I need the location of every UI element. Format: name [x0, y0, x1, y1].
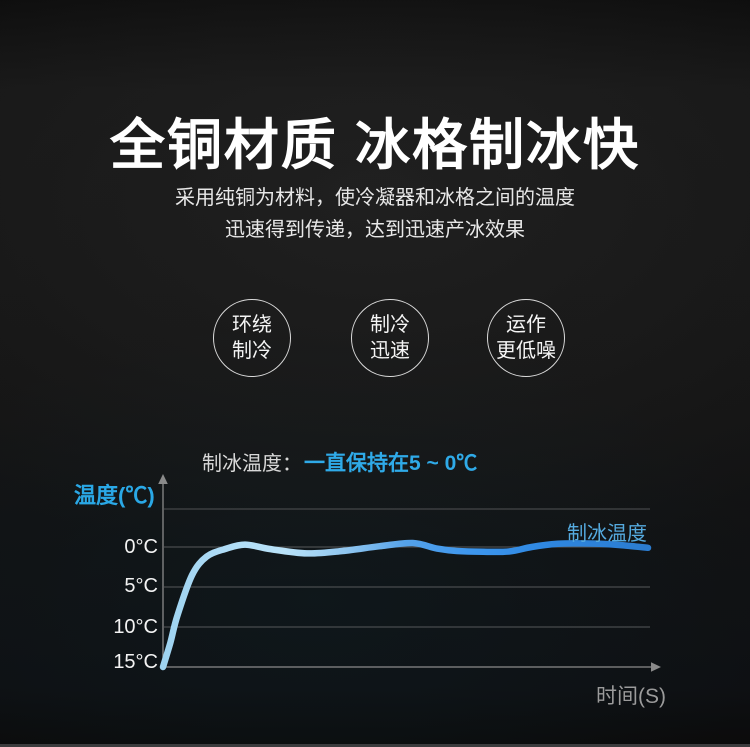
- feature-label: 更低噪: [496, 340, 556, 362]
- y-tick-label-0: 0°C: [124, 536, 158, 558]
- x-axis-title: 时间(S): [596, 685, 666, 708]
- subtitle-line-1: 采用纯铜为材料，使冷凝器和冰格之间的温度: [175, 187, 575, 209]
- y-axis-title: 温度(℃): [74, 483, 155, 508]
- x-axis-arrow-icon: [651, 662, 661, 672]
- feature-label: 制冷: [232, 340, 272, 362]
- feature-badge-fast-cooling: 制冷 迅速: [351, 299, 429, 377]
- axes: [158, 474, 661, 672]
- bottom-divider: [0, 744, 750, 747]
- temperature-line-series: [159, 539, 652, 671]
- feature-label: 制冷: [370, 314, 410, 336]
- chart-caption-label: 制冰温度：: [202, 453, 302, 475]
- feature-label: 迅速: [370, 340, 410, 362]
- series-legend-label: 制冰温度: [567, 523, 647, 545]
- y-tick-label-15: 15°C: [113, 651, 158, 673]
- feature-badge-surround-cooling: 环绕 制冷: [213, 299, 291, 377]
- y-tick-label-5: 5°C: [124, 575, 158, 597]
- page-title: 全铜材质 冰格制冰快: [109, 114, 641, 176]
- y-tick-label-10: 10°C: [113, 616, 158, 638]
- feature-badge-low-noise: 运作 更低噪: [487, 299, 565, 377]
- chart-caption: 制冰温度： 一直保持在5 ~ 0℃: [202, 447, 477, 477]
- y-axis-arrow-icon: [158, 474, 168, 484]
- feature-label: 环绕: [232, 314, 272, 336]
- chart-caption-value: 一直保持在5 ~ 0℃: [304, 452, 478, 475]
- page-subtitle: 采用纯铜为材料，使冷凝器和冰格之间的温度 迅速得到传递，达到迅速产冰效果: [0, 182, 750, 246]
- subtitle-line-2: 迅速得到传递，达到迅速产冰效果: [225, 219, 525, 241]
- feature-label: 运作: [506, 314, 546, 336]
